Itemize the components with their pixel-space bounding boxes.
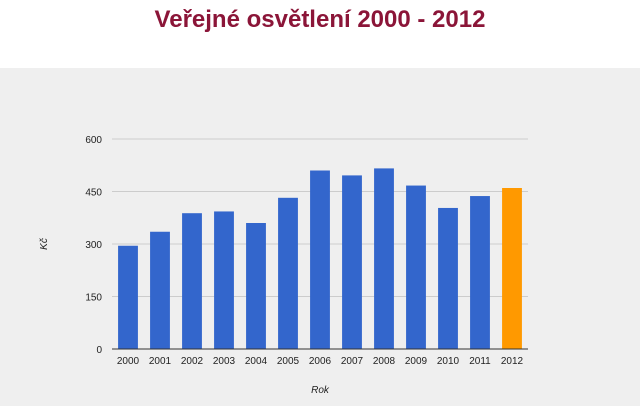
bars xyxy=(118,168,522,349)
x-tick-label: 2002 xyxy=(181,356,204,367)
bar-2009[interactable] xyxy=(406,185,426,349)
x-tick-label: 2001 xyxy=(149,356,172,367)
bar-2005[interactable] xyxy=(278,197,298,349)
x-tick-label: 2008 xyxy=(373,356,396,367)
bar-2007[interactable] xyxy=(342,175,362,349)
x-tick-labels: 2000 2001 2002 2003 2004 2005 2006 2007 2008 2009… xyxy=(117,356,524,367)
page-title: Veřejné osvětlení 2000 - 2012 xyxy=(154,6,486,33)
x-tick-label: 2009 xyxy=(405,356,428,367)
x-tick-label: 2000 xyxy=(117,356,140,367)
bar-2008[interactable] xyxy=(374,168,394,349)
x-tick-label: 2010 xyxy=(437,356,460,367)
y-tick-labels: 0 150 300 450 600 xyxy=(85,135,102,356)
x-tick-label: 2005 xyxy=(277,356,300,367)
bar-2004[interactable] xyxy=(246,223,266,349)
y-axis-title: Kč xyxy=(39,238,50,250)
x-tick-label: 2004 xyxy=(245,356,268,367)
bar-2002[interactable] xyxy=(182,213,202,349)
bar-2010[interactable] xyxy=(438,207,458,349)
y-tick-label: 150 xyxy=(85,293,102,304)
y-tick-label: 0 xyxy=(96,345,102,356)
bar-2012[interactable] xyxy=(502,188,522,349)
bar-2000[interactable] xyxy=(118,245,138,349)
x-tick-label: 2003 xyxy=(213,356,236,367)
y-tick-label: 450 xyxy=(85,188,102,199)
x-tick-label: 2012 xyxy=(501,356,524,367)
bar-2001[interactable] xyxy=(150,231,170,349)
bar-2003[interactable] xyxy=(214,211,234,349)
x-tick-label: 2007 xyxy=(341,356,364,367)
bar-2011[interactable] xyxy=(470,196,490,349)
y-tick-label: 600 xyxy=(85,135,102,146)
x-tick-label: 2011 xyxy=(469,356,491,367)
y-tick-label: 300 xyxy=(85,240,102,251)
x-axis-title: Rok xyxy=(311,385,330,396)
bar-2006[interactable] xyxy=(310,170,330,350)
x-tick-label: 2006 xyxy=(309,356,332,367)
